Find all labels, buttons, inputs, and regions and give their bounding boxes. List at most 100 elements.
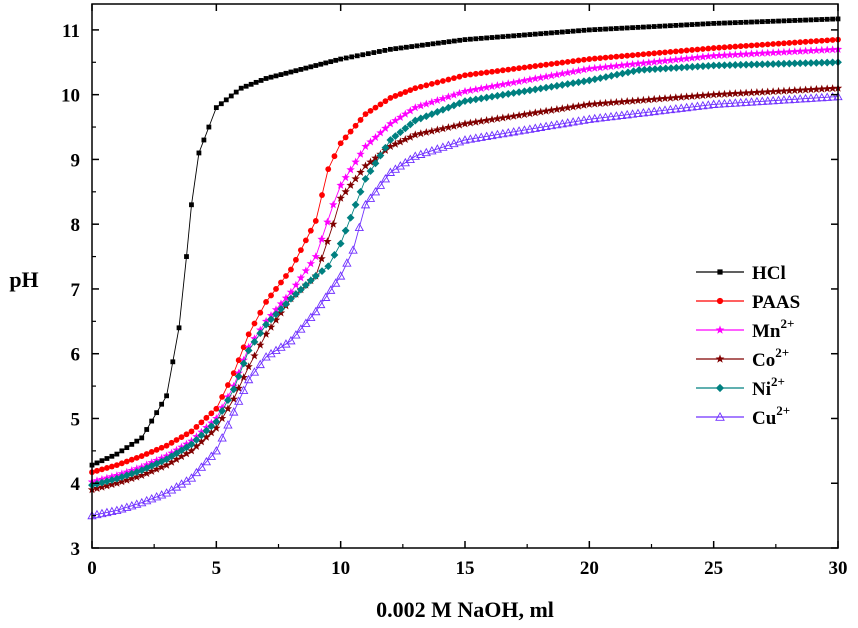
data-point [202, 432, 211, 441]
data-point [286, 335, 296, 345]
data-point [703, 100, 713, 109]
data-point [818, 37, 825, 44]
data-point [489, 35, 495, 40]
data-point [127, 474, 136, 483]
data-point [263, 299, 269, 305]
data-point [438, 124, 448, 133]
data-point [461, 97, 469, 106]
data-point [803, 17, 808, 23]
data-point [526, 63, 533, 70]
data-point [797, 17, 803, 23]
data-point [311, 252, 320, 261]
data-point [671, 55, 680, 64]
data-point [779, 86, 789, 95]
data-point [671, 93, 680, 102]
data-point [206, 124, 212, 130]
data-point [325, 166, 332, 173]
data-point [509, 78, 518, 87]
data-point [726, 44, 733, 50]
series-line [91, 18, 839, 466]
series-cu2 [87, 91, 843, 520]
series-ni2 [88, 58, 842, 490]
data-point [709, 51, 718, 60]
data-point [770, 41, 777, 47]
x-tick-label: 30 [829, 558, 848, 579]
data-point [366, 137, 375, 146]
data-point [721, 44, 728, 51]
data-point [477, 116, 486, 125]
data-point [465, 134, 476, 143]
data-point [627, 109, 638, 118]
data-point [714, 99, 724, 108]
data-point [525, 75, 535, 84]
data-point [323, 60, 329, 66]
x-tick-label: 5 [212, 558, 222, 579]
data-point [99, 458, 105, 464]
data-point [293, 256, 299, 263]
data-point [581, 27, 587, 33]
data-point [414, 43, 420, 49]
data-point [380, 174, 391, 183]
data-point [263, 76, 269, 81]
y-tick-label: 11 [62, 21, 80, 42]
data-point [372, 104, 379, 111]
data-point [256, 340, 265, 349]
data-point [683, 47, 690, 54]
data-point [776, 18, 781, 24]
data-point [536, 73, 545, 82]
data-point [266, 311, 276, 320]
data-point [824, 16, 830, 22]
data-point [428, 80, 435, 87]
data-point [725, 50, 735, 59]
data-point [741, 88, 751, 97]
data-point [311, 272, 320, 280]
data-point [360, 52, 366, 58]
data-point [318, 267, 326, 276]
data-point [763, 87, 772, 96]
data-point [629, 67, 638, 76]
legend-label: PAAS [752, 292, 800, 313]
data-point [167, 457, 176, 466]
data-point [720, 61, 729, 70]
data-point [478, 70, 485, 77]
data-point [633, 108, 643, 118]
data-point [672, 48, 679, 55]
data-point [483, 69, 490, 76]
data-point [250, 351, 259, 360]
data-point [747, 49, 756, 58]
data-point [807, 59, 815, 67]
data-point [558, 104, 567, 113]
data-point [286, 287, 296, 296]
data-point [639, 95, 648, 104]
data-point [149, 418, 155, 424]
data-point [693, 53, 702, 62]
data-point [495, 34, 500, 40]
data-point [689, 47, 695, 53]
data-point [709, 90, 718, 99]
data-point [466, 96, 475, 105]
series-mn2 [87, 44, 843, 486]
data-point [552, 81, 561, 90]
data-point [229, 394, 238, 403]
data-point [253, 79, 259, 85]
data-point [715, 61, 723, 70]
data-point [817, 58, 826, 67]
data-point [434, 79, 441, 86]
data-point [514, 111, 524, 119]
data-point [416, 101, 425, 110]
data-point [337, 140, 344, 147]
data-point [660, 56, 670, 65]
data-point [661, 64, 670, 73]
data-point [536, 107, 545, 116]
data-point [446, 39, 452, 45]
data-point [433, 108, 442, 116]
data-point [801, 59, 810, 68]
data-point [736, 50, 745, 58]
data-point [714, 90, 724, 98]
data-point [488, 92, 496, 101]
data-point [104, 456, 110, 461]
data-point [376, 151, 385, 160]
data-point [336, 239, 345, 248]
data-point [689, 22, 695, 27]
data-point [522, 32, 527, 38]
